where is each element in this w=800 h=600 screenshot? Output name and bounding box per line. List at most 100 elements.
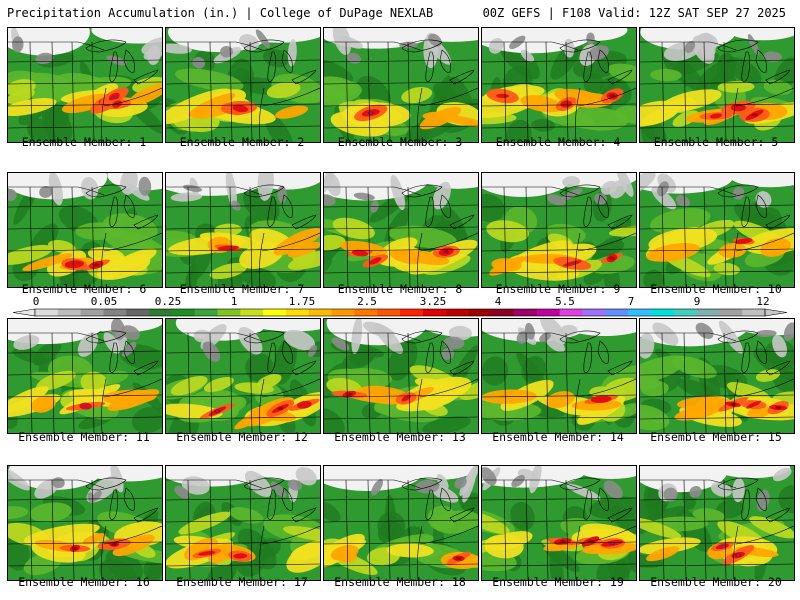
- colorbar-swatch: [445, 309, 469, 316]
- precip-contour-heavy: [560, 100, 573, 108]
- precip-contour-high: [646, 243, 700, 262]
- precip-map-graphic: [166, 173, 320, 287]
- precip-map-graphic: [8, 466, 162, 580]
- precip-contour-heavy: [590, 395, 612, 404]
- ensemble-member-label: Ensemble Member: 3: [337, 135, 463, 149]
- precip-contour-extreme: [111, 542, 118, 546]
- precip-contour-trace: [616, 173, 634, 197]
- precip-contour-trace: [594, 193, 607, 205]
- precip-contour-extreme: [775, 405, 782, 410]
- precip-contour-high: [166, 88, 232, 125]
- ensemble-member-map: [323, 172, 479, 288]
- precip-contour-high: [436, 114, 478, 127]
- precip-contour-trace: [332, 28, 352, 56]
- precip-contour-extreme: [720, 545, 724, 548]
- map-boundaries: [324, 330, 478, 433]
- precip-contour-trace: [763, 51, 782, 62]
- precip-contour-extreme: [608, 256, 615, 260]
- precip-contour-trace: [657, 181, 669, 197]
- precip-map-graphic: [482, 28, 636, 142]
- precip-contour-extreme: [84, 404, 88, 408]
- precip-map-graphic: [640, 319, 794, 433]
- precip-contour-trace: [324, 194, 336, 206]
- colorbar-swatch: [491, 309, 515, 316]
- precip-contour-trace: [663, 487, 678, 502]
- map-boundaries: [166, 39, 320, 142]
- colorbar-swatch: [650, 309, 675, 316]
- ensemble-member-map: [639, 318, 795, 434]
- colorbar-swatch: [696, 309, 720, 316]
- precip-contour-trace: [351, 319, 363, 354]
- precip-contour-trace: [603, 480, 623, 499]
- ensemble-member-map: [481, 465, 637, 581]
- ensemble-member-map: [165, 318, 321, 434]
- ensemble-member-label: Ensemble Member: 13: [334, 430, 466, 444]
- precip-contour-high: [22, 253, 73, 272]
- precip-contour-high: [484, 534, 524, 559]
- precip-contour-low: [482, 356, 509, 386]
- colorbar-tick-label: 12: [756, 295, 770, 308]
- map-boundaries: [8, 184, 162, 287]
- ensemble-member-map: [639, 27, 795, 143]
- precip-contour-trace: [371, 479, 384, 496]
- precip-contour-moderate: [75, 222, 122, 241]
- ensemble-member-map: [165, 27, 321, 143]
- precip-contour-moderate: [567, 107, 628, 131]
- precip-contour-extreme: [570, 262, 574, 265]
- precip-map-graphic: [8, 173, 162, 287]
- precip-contour-heavy: [401, 394, 411, 402]
- precip-contour-moderate: [650, 68, 682, 82]
- precip-contour-trace: [81, 177, 99, 200]
- precip-map-graphic: [640, 28, 794, 142]
- precip-contour-moderate: [209, 262, 248, 280]
- precip-contour-trace: [588, 45, 609, 60]
- precip-contour-extreme: [443, 250, 450, 254]
- precip-contour-low: [531, 118, 555, 132]
- precip-contour-low: [421, 416, 471, 433]
- ensemble-member-map: [7, 172, 163, 288]
- precip-contour-trace: [640, 173, 656, 195]
- precip-contour-moderate: [8, 506, 29, 520]
- precip-contour-high: [128, 83, 162, 106]
- precip-contour-high: [275, 105, 309, 119]
- precip-contour-trace: [8, 466, 31, 491]
- precip-contour-extreme: [455, 556, 462, 560]
- precip-contour-low: [184, 262, 198, 287]
- precip-contour-heavy: [217, 245, 239, 251]
- ensemble-member-label: Ensemble Member: 6: [21, 282, 147, 296]
- precip-contour-trace: [220, 45, 233, 58]
- colorbar-tick-label: 0.25: [154, 295, 182, 308]
- precip-contour-high: [582, 545, 608, 554]
- ensemble-member-map: [481, 318, 637, 434]
- precip-contour-low: [377, 511, 406, 540]
- precip-contour-low: [506, 119, 532, 142]
- ensemble-member-label: Ensemble Member: 11: [18, 430, 150, 444]
- map-boundaries: [166, 184, 320, 287]
- precip-contour-moderate: [755, 369, 781, 382]
- precip-contour-trace: [695, 322, 714, 339]
- colorbar-swatch: [80, 309, 104, 316]
- precip-contour-moderate: [649, 208, 711, 234]
- precip-contour-trace: [747, 34, 760, 56]
- ensemble-member-map: [481, 27, 637, 143]
- colorbar-swatch: [742, 309, 766, 316]
- precip-contour-moderate: [749, 516, 794, 539]
- precip-contour-high: [107, 389, 160, 411]
- map-boundaries: [482, 184, 636, 287]
- precip-contour-extreme: [730, 402, 737, 406]
- map-boundaries: [324, 477, 478, 580]
- precip-contour-high: [199, 232, 265, 249]
- colorbar-swatch: [331, 309, 355, 316]
- precip-contour-trace: [443, 336, 465, 350]
- colorbar-tick-label: 2.5: [357, 295, 377, 308]
- precip-contour-trace: [525, 322, 535, 340]
- precip-contour-high: [287, 241, 320, 258]
- precip-contour-high: [332, 549, 358, 562]
- precip-contour-heavy: [198, 550, 216, 556]
- valid-time-label: 00Z GEFS | F108 Valid: 12Z SAT SEP 27 20…: [482, 6, 786, 20]
- colorbar-swatch: [400, 309, 424, 316]
- precip-contour-moderate: [672, 356, 717, 379]
- precip-contour-heavy: [710, 113, 722, 119]
- ensemble-member-label: Ensemble Member: 9: [495, 282, 621, 296]
- ensemble-member-map: [7, 318, 163, 434]
